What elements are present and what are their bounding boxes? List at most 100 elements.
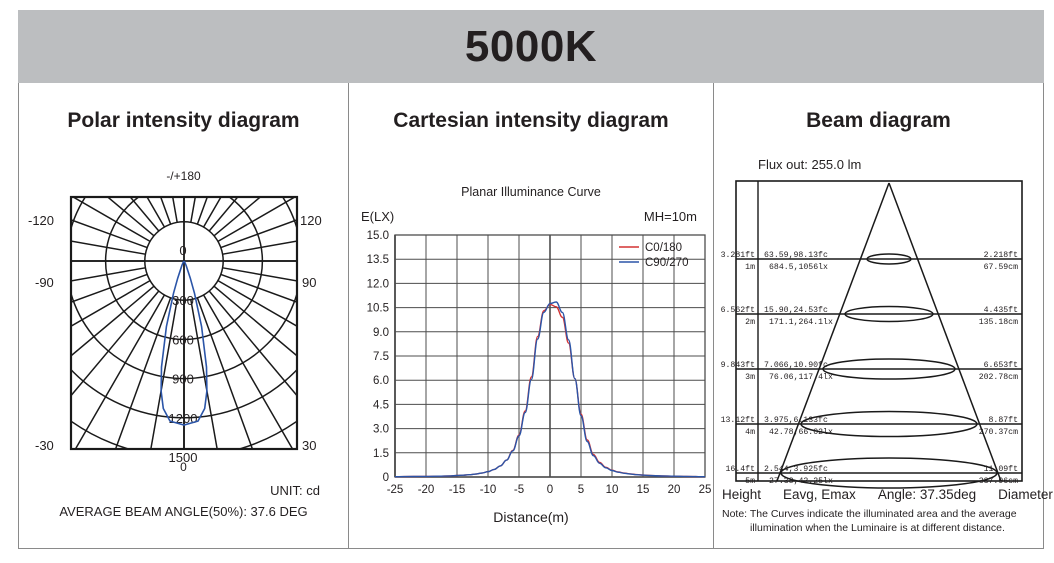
svg-text:3.0: 3.0 <box>373 424 389 436</box>
polar-unit-label: UNIT: cd <box>270 483 320 498</box>
polar-label-minus-90: -90 <box>35 275 54 290</box>
svg-text:-15: -15 <box>449 484 466 496</box>
svg-text:10.5: 10.5 <box>367 303 389 315</box>
beam-plot-frame <box>735 180 1023 482</box>
polar-label-plus-30: 30 <box>302 438 317 453</box>
svg-text:13.12ft: 13.12ft <box>721 415 755 425</box>
svg-text:-10: -10 <box>480 484 497 496</box>
polar-label-plus-120: 120 <box>300 213 322 228</box>
svg-text:7.066,10.90fc: 7.066,10.90fc <box>764 360 828 370</box>
svg-text:1m: 1m <box>745 263 755 272</box>
svg-text:3.975,6.133fc: 3.975,6.133fc <box>764 415 828 425</box>
svg-text:13.5: 13.5 <box>367 254 389 266</box>
polar-average-beam-angle: AVERAGE BEAM ANGLE(50%): 37.6 DEG <box>59 504 308 519</box>
svg-text:337.96cm: 337.96cm <box>979 477 1018 486</box>
svg-text:76.06,117.4lx: 76.06,117.4lx <box>769 372 833 382</box>
cartesian-mounting-height-label: MH=10m <box>643 209 697 224</box>
cartesian-legend: C0/180 C90/270 <box>619 242 688 269</box>
cartesian-subtitle: Planar Illuminance Curve <box>461 185 601 199</box>
svg-text:8.87ft: 8.87ft <box>989 415 1019 425</box>
svg-text:42.78,66.02lx: 42.78,66.02lx <box>769 427 833 437</box>
svg-text:6.653ft: 6.653ft <box>984 360 1018 370</box>
svg-text:15.0: 15.0 <box>367 230 389 242</box>
svg-text:1500: 1500 <box>169 450 198 465</box>
svg-text:135.18cm: 135.18cm <box>979 318 1018 327</box>
beam-flux-out-label: Flux out: 255.0 lm <box>758 157 862 172</box>
beam-note: Note: The Curves indicate the illuminate… <box>722 507 1038 535</box>
polar-top-angle-label: -/+180 <box>166 169 201 183</box>
svg-text:5m: 5m <box>745 477 755 486</box>
beam-diagram-panel: Beam diagram Flux out: 255.0 lm 3.281ft 1… <box>714 83 1053 549</box>
svg-text:4.5: 4.5 <box>373 399 389 411</box>
cartesian-panel-heading: Cartesian intensity diagram <box>393 109 669 132</box>
svg-text:6.562ft: 6.562ft <box>721 305 755 315</box>
svg-text:3.281ft: 3.281ft <box>721 250 755 260</box>
polar-bottom-angle-label: 0 <box>180 460 187 474</box>
polar-label-plus-90: 90 <box>302 275 317 290</box>
svg-text:600: 600 <box>172 332 194 347</box>
svg-text:684.5,1056lx: 684.5,1056lx <box>769 262 828 272</box>
svg-text:0: 0 <box>547 484 553 496</box>
svg-text:2.218ft: 2.218ft <box>984 250 1018 260</box>
cartesian-chart: 0 1.5 3.0 4.5 6.0 7.5 9.0 10.5 12.0 13.5 15.0 -25-… <box>349 227 715 517</box>
svg-text:1200: 1200 <box>169 411 198 426</box>
cartesian-chart-svg: 01.53.04.56.07.59.010.512.013.515.0 -25-… <box>367 230 712 496</box>
beam-footer-eavg-emax: Eavg, Emax <box>783 487 856 502</box>
svg-text:-5: -5 <box>514 484 524 496</box>
beam-footprint-ellipses <box>780 253 998 489</box>
svg-text:-25: -25 <box>387 484 404 496</box>
polar-grid <box>72 198 296 448</box>
beam-note-line2: illumination when the Luminaire is at di… <box>750 522 1005 535</box>
polar-label-minus-30: -30 <box>35 438 54 453</box>
svg-text:4m: 4m <box>745 428 755 437</box>
svg-text:10: 10 <box>606 484 619 496</box>
svg-text:15: 15 <box>637 484 650 496</box>
title-banner: 5000K <box>18 10 1044 83</box>
svg-text:63.59,98.13fc: 63.59,98.13fc <box>764 250 828 260</box>
page-title: 5000K <box>464 21 598 71</box>
polar-chart-svg: 0 300 600 900 1200 1500 <box>69 195 299 465</box>
svg-text:1.5: 1.5 <box>373 448 389 460</box>
cartesian-y-tick-labels: 0 1.5 3.0 4.5 6.0 7.5 9.0 10.5 12.0 13.5 15.0 <box>367 230 389 484</box>
svg-text:9.843ft: 9.843ft <box>721 360 755 370</box>
polar-panel-heading: Polar intensity diagram <box>67 109 300 132</box>
svg-text:C90/270: C90/270 <box>645 257 688 269</box>
svg-text:2.544,3.925fc: 2.544,3.925fc <box>764 464 828 474</box>
polar-label-minus-120: -120 <box>28 213 55 228</box>
cartesian-y-axis-label: E(LX) <box>361 209 395 224</box>
svg-text:5: 5 <box>578 484 584 496</box>
svg-text:25: 25 <box>699 484 712 496</box>
beam-chart: 3.281ft 1m 63.59,98.13fc 684.5,1056lx 2.218f… <box>714 175 1044 493</box>
svg-text:11.09ft: 11.09ft <box>984 464 1018 474</box>
beam-footer-columns: Height Eavg, Emax Angle: 37.35deg Diamet… <box>714 487 1053 502</box>
svg-text:16.4ft: 16.4ft <box>726 464 756 474</box>
beam-chart-svg: 3.281ft 1m 63.59,98.13fc 684.5,1056lx 2.218f… <box>721 180 1023 489</box>
svg-text:9.0: 9.0 <box>373 327 389 339</box>
svg-text:67.59cm: 67.59cm <box>984 263 1018 272</box>
svg-text:12.0: 12.0 <box>367 278 389 290</box>
svg-text:20: 20 <box>668 484 681 496</box>
cartesian-gridlines <box>394 234 706 478</box>
beam-cone <box>776 182 1002 482</box>
beam-footer-diameter: Diameter <box>998 487 1053 502</box>
svg-text:-20: -20 <box>418 484 435 496</box>
svg-text:7.5: 7.5 <box>373 351 389 363</box>
polar-intensity-panel: Polar intensity diagram -/+180 -120 120 … <box>18 83 348 549</box>
beam-footer-height: Height <box>722 487 762 502</box>
svg-text:15.90,24.53fc: 15.90,24.53fc <box>764 305 828 315</box>
svg-text:4.435ft: 4.435ft <box>984 305 1018 315</box>
beam-note-line1: Note: The Curves indicate the illuminate… <box>722 508 1017 520</box>
beam-row-values: 3.281ft 1m 63.59,98.13fc 684.5,1056lx 2.218f… <box>721 250 1018 486</box>
svg-text:202.78cm: 202.78cm <box>979 373 1018 382</box>
cartesian-intensity-panel: Cartesian intensity diagram Planar Illum… <box>348 83 714 549</box>
svg-text:C0/180: C0/180 <box>645 242 682 254</box>
svg-text:27.38,42.25lx: 27.38,42.25lx <box>769 476 833 486</box>
cartesian-x-tick-labels: -25 -20 -15 -10 -5 0 5 10 15 20 25 <box>387 484 712 496</box>
svg-text:171.1,264.1lx: 171.1,264.1lx <box>769 317 833 327</box>
svg-text:0: 0 <box>179 243 186 258</box>
cartesian-x-axis-label: Distance(m) <box>493 509 569 525</box>
polar-intensity-curve <box>160 260 208 426</box>
beam-distance-rows <box>736 258 1022 474</box>
cartesian-series-group <box>394 301 706 478</box>
